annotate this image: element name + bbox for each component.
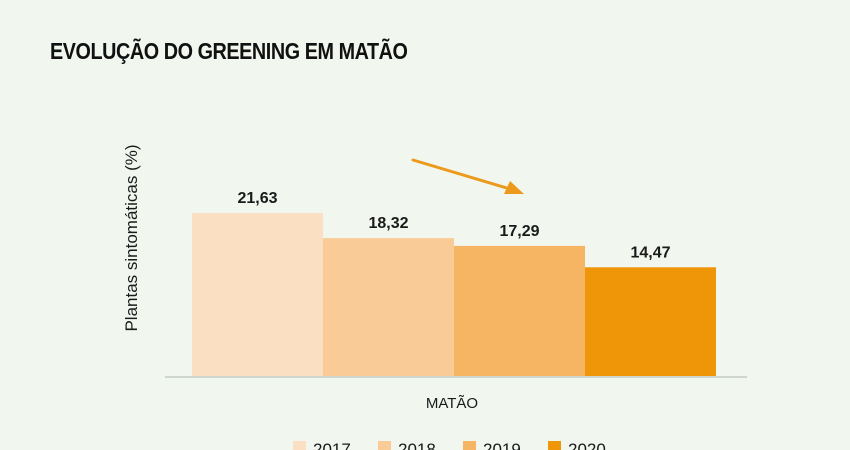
- bar-value-2018: 18,32: [368, 215, 408, 232]
- y-axis-label: Plantas sintomáticas (%): [122, 144, 141, 331]
- legend-label-2017: 2017: [313, 440, 351, 450]
- trend-arrow: [411, 158, 524, 194]
- legend-swatch-2017: [293, 441, 306, 450]
- bars-group: [192, 213, 716, 377]
- chart-title: EVOLUÇÃO DO GREENING EM MATÃO: [50, 38, 408, 64]
- bar-value-2017: 21,63: [237, 190, 277, 207]
- bar-2018: [323, 238, 454, 377]
- bar-values-group: 21,63 18,32 17,29 14,47: [237, 190, 670, 261]
- x-category-label: MATÃO: [426, 395, 478, 412]
- legend-label-2020: 2020: [568, 440, 606, 450]
- bar-2019: [454, 245, 585, 377]
- bar-2017: [192, 213, 323, 377]
- bar-value-2019: 17,29: [499, 223, 539, 240]
- legend: 2017 2018 2019 2020: [293, 440, 606, 450]
- legend-swatch-2019: [463, 441, 476, 450]
- legend-swatch-2018: [378, 441, 391, 450]
- bar-2020: [585, 267, 716, 377]
- legend-swatch-2020: [548, 441, 561, 450]
- bar-value-2020: 14,47: [630, 244, 670, 261]
- legend-label-2018: 2018: [398, 440, 436, 450]
- legend-label-2019: 2019: [483, 440, 521, 450]
